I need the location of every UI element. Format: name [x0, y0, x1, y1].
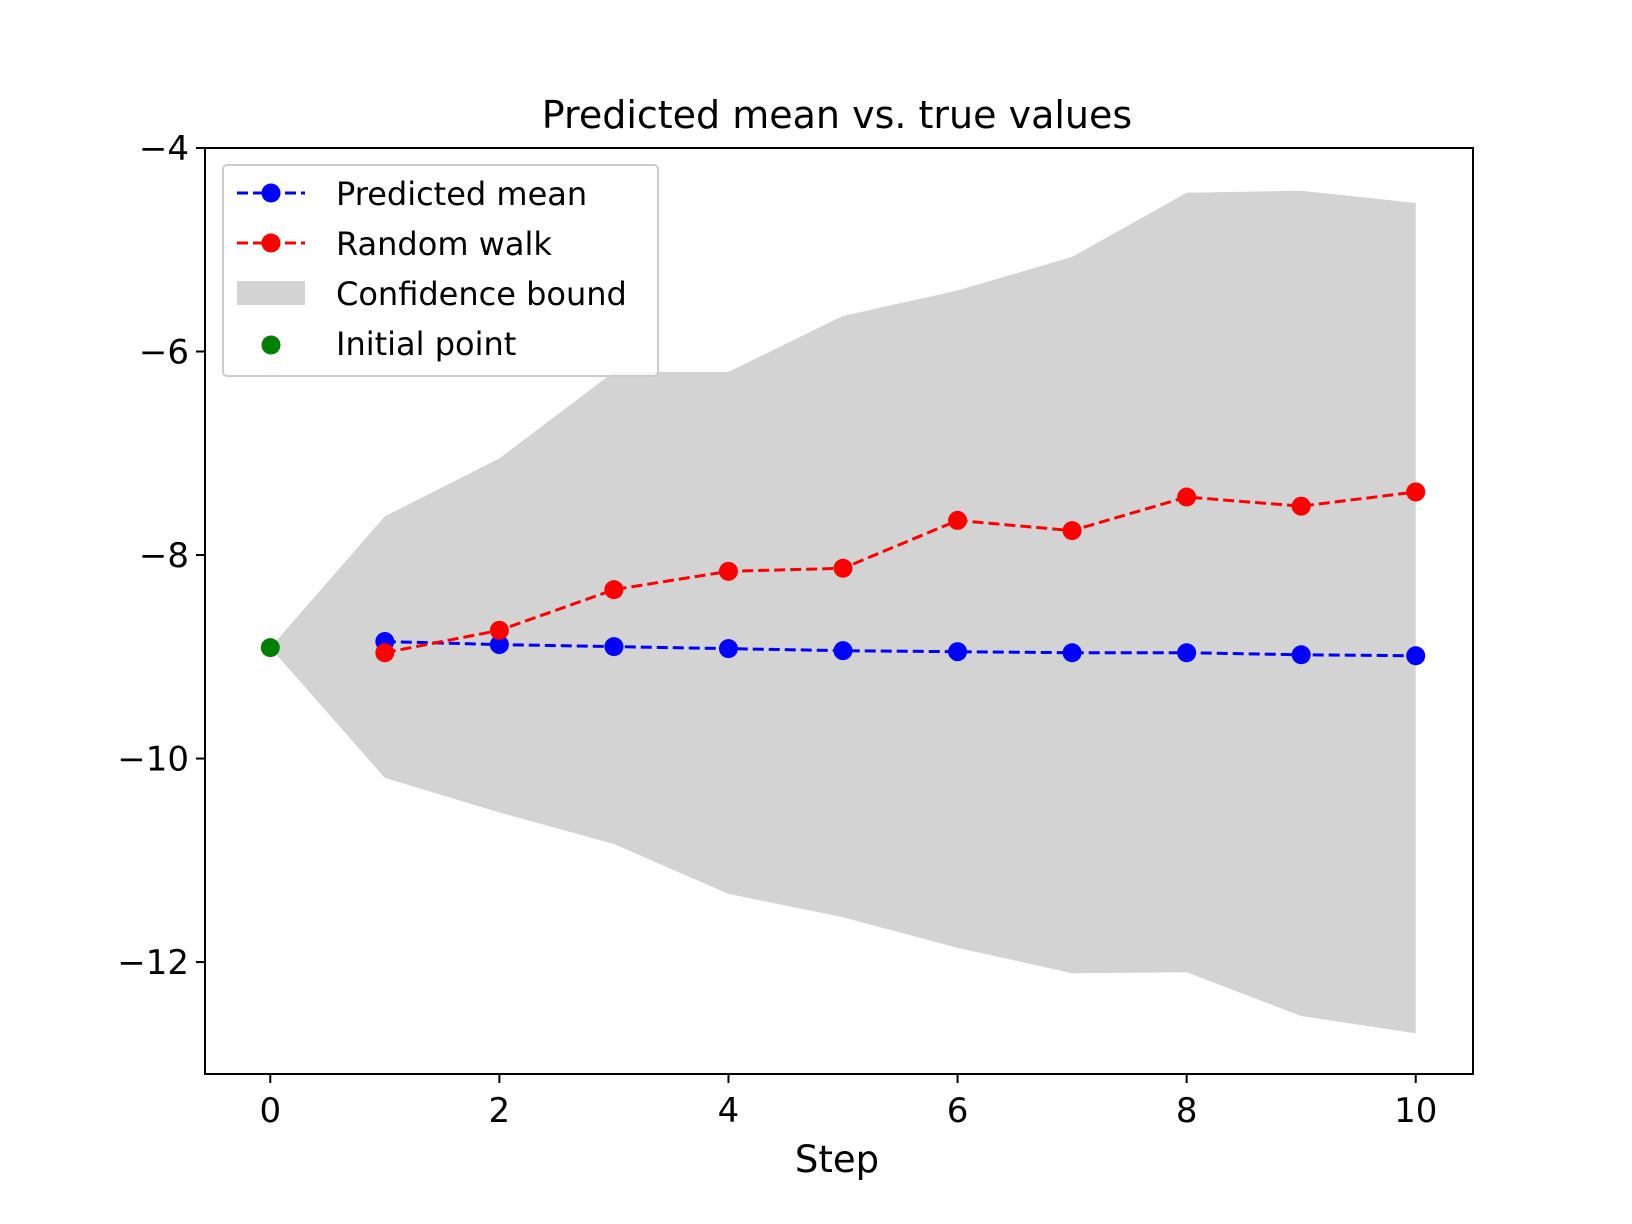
- x-tick-label: 4: [718, 1091, 740, 1131]
- y-tick-label: −6: [139, 333, 189, 373]
- x-tick-label: 8: [1176, 1091, 1198, 1131]
- y-tick-label: −8: [139, 536, 189, 576]
- predicted-mean-point: [489, 635, 509, 655]
- predicted-mean-line: [384, 640, 1416, 658]
- random-walk-point: [1406, 482, 1426, 502]
- random-walk-point: [833, 558, 853, 578]
- random-walk-point: [489, 620, 509, 640]
- y-tick-label: −12: [117, 943, 189, 983]
- confidence-band: [270, 190, 1416, 1034]
- predicted-mean-point: [1177, 643, 1197, 663]
- legend-patch-handle: [237, 281, 305, 305]
- predicted-mean-point: [948, 642, 968, 662]
- legend-label: Random walk: [336, 225, 552, 263]
- random-walk-line: [384, 490, 1416, 655]
- legend-item-initial-point: Initial point: [261, 325, 516, 363]
- initial-point-point: [260, 638, 280, 658]
- legend-box: [222, 164, 659, 377]
- x-axis-ticks: 0 2 4 6 8 10: [259, 1074, 1437, 1131]
- legend-marker-handle: [261, 183, 281, 203]
- y-axis-ticks: −4 −6 −8 −10 −12: [117, 129, 205, 983]
- chart-title: Predicted mean vs. true values: [542, 93, 1132, 137]
- random-walk-point: [604, 580, 624, 600]
- predicted-mean-point: [833, 641, 853, 661]
- legend-label: Predicted mean: [336, 175, 587, 213]
- predicted-mean-point: [604, 637, 624, 657]
- legend-label: Confidence bound: [336, 275, 627, 313]
- predicted-mean-point: [1062, 643, 1082, 663]
- confidence-band-layer: [270, 190, 1416, 1034]
- legend: Predicted mean Random walk Confidence boun…: [222, 164, 659, 377]
- legend-label: Initial point: [336, 325, 516, 363]
- legend-item-predicted-mean: Predicted mean: [237, 175, 587, 213]
- initial-point-series: [260, 638, 280, 658]
- random-walk-point: [948, 510, 968, 530]
- x-tick-label: 2: [489, 1091, 511, 1131]
- random-walk-point: [1177, 487, 1197, 507]
- x-tick-label: 6: [947, 1091, 969, 1131]
- y-tick-label: −10: [117, 740, 189, 780]
- random-walk-point: [375, 643, 395, 663]
- random-walk-series: [375, 482, 1426, 663]
- predicted-mean-point: [1291, 645, 1311, 665]
- random-walk-point: [1291, 496, 1311, 516]
- predicted-mean-point: [1406, 646, 1426, 666]
- legend-item-confidence-bound: Confidence bound: [237, 275, 627, 313]
- predicted-mean-series: [375, 632, 1426, 666]
- legend-item-random-walk: Random walk: [237, 225, 552, 263]
- predicted-mean-point: [718, 639, 738, 659]
- x-tick-label: 0: [259, 1091, 281, 1131]
- x-axis-title: Step: [795, 1138, 879, 1181]
- series-layer: [260, 482, 1426, 666]
- plot-frame: [204, 147, 1474, 1075]
- legend-marker-handle: [261, 335, 281, 355]
- legend-marker-handle: [261, 233, 281, 253]
- x-tick-label: 10: [1394, 1091, 1437, 1131]
- random-walk-point: [1062, 521, 1082, 541]
- y-tick-label: −4: [139, 129, 189, 169]
- random-walk-point: [718, 561, 738, 581]
